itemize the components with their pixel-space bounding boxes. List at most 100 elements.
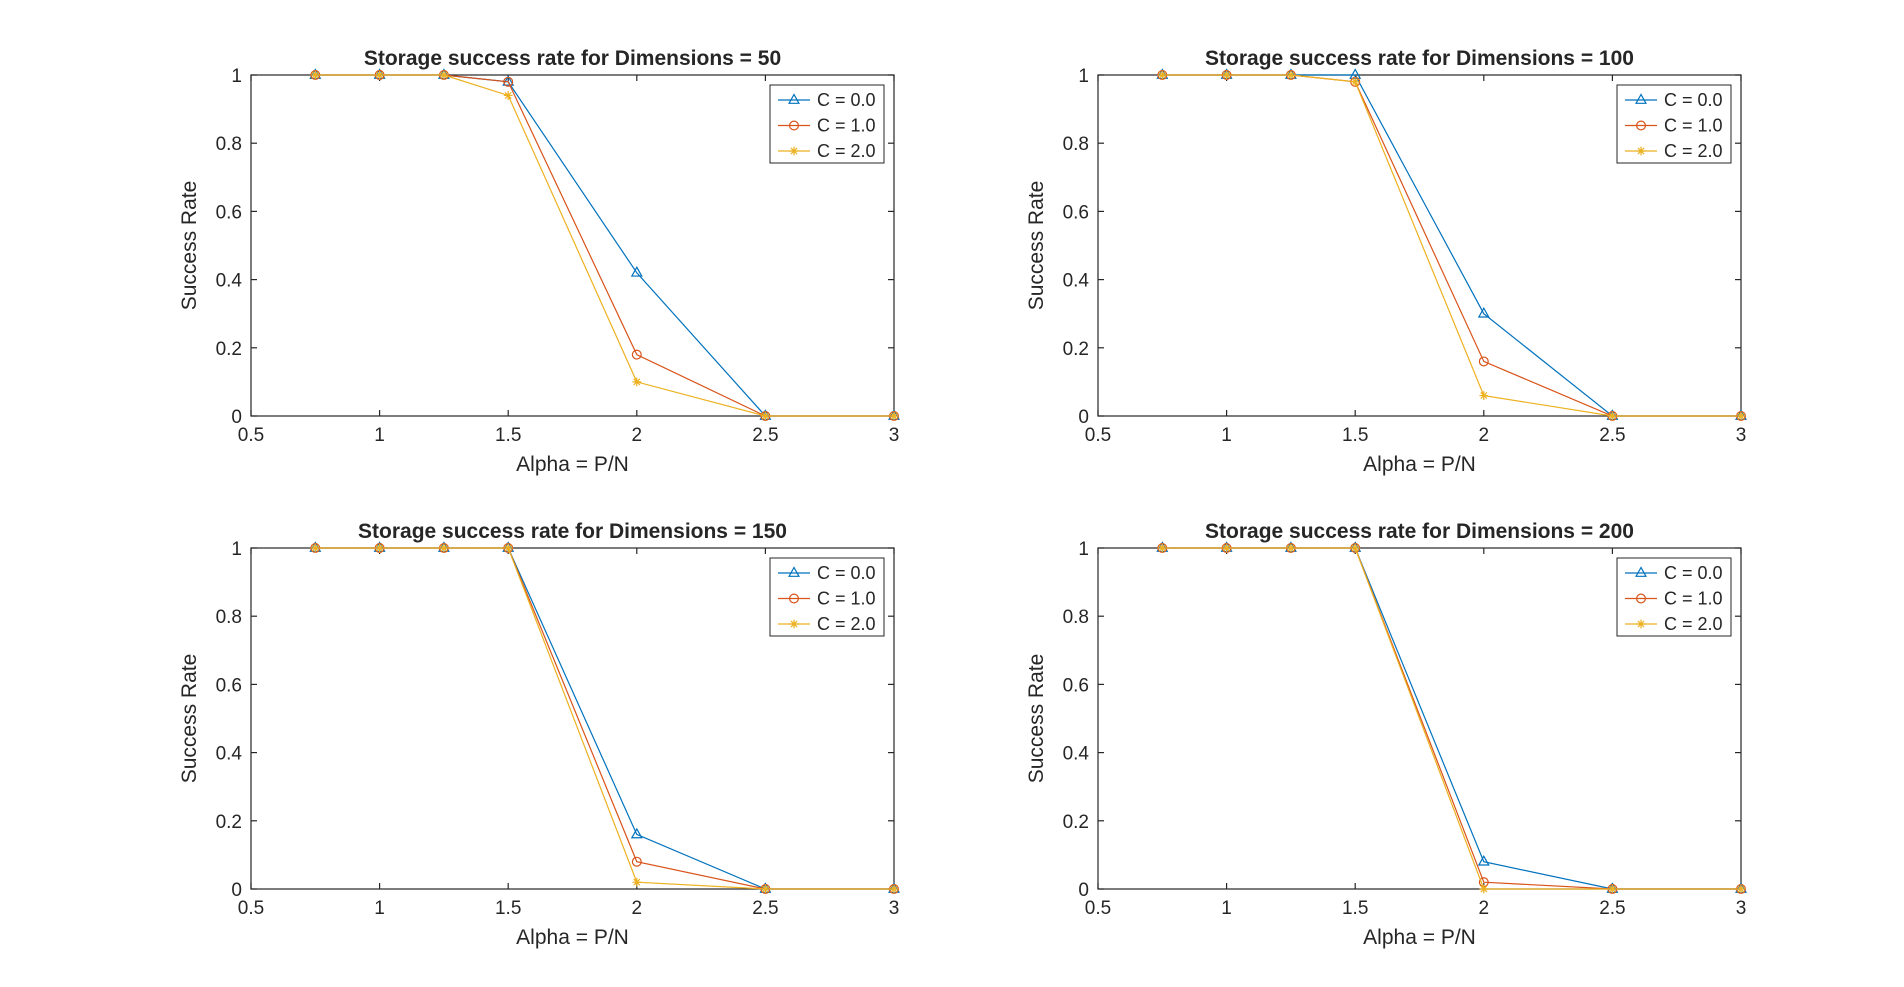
y-tick-label: 0.2: [1063, 339, 1089, 360]
legend-marker: [789, 146, 799, 156]
legend: C = 0.0 C = 1.0 C = 2.0: [1616, 84, 1732, 164]
legend-marker: [788, 120, 799, 131]
y-tick-label: 1: [1078, 539, 1089, 560]
legend-label: C = 0.0: [1664, 90, 1723, 110]
legend-label: C = 2.0: [1664, 614, 1723, 634]
x-tick-label: 1: [374, 425, 385, 446]
y-tick-label: 0.2: [216, 812, 242, 833]
x-tick-label: 1.5: [1342, 898, 1368, 919]
subplot-3: 0.5 1 1.5 2 2.5 3 0 0.2 0.4 0.6 0.8 1 Storage succes…: [178, 520, 900, 949]
chart-title: Storage success rate for Dimensions = 20…: [1205, 520, 1634, 543]
data-point: [1477, 854, 1490, 866]
data-point: [630, 266, 643, 277]
legend: C = 0.0 C = 1.0 C = 2.0: [769, 557, 885, 637]
y-tick-label: 0.6: [216, 675, 242, 696]
legend: C = 0.0 C = 1.0 C = 2.0: [1616, 557, 1732, 637]
data-point: [1608, 884, 1617, 894]
data-point: [631, 349, 642, 360]
data-point: [1479, 391, 1489, 400]
data-point: [1477, 306, 1490, 318]
data-point: [1736, 884, 1746, 894]
legend-marker: [788, 593, 799, 604]
legend-label: C = 2.0: [817, 614, 876, 634]
data-point: [1350, 543, 1360, 553]
legend-label: C = 0.0: [817, 563, 876, 583]
legend-label: C = 0.0: [817, 90, 876, 110]
y-tick-label: 0.4: [1063, 271, 1090, 292]
data-point: [1286, 543, 1296, 553]
x-tick-label: 0.5: [238, 425, 264, 446]
data-point: [630, 827, 643, 839]
x-tick-label: 1: [1221, 898, 1232, 919]
legend-label: C = 0.0: [1664, 563, 1723, 583]
y-tick-label: 0.2: [216, 339, 242, 360]
x-tick-label: 2: [632, 425, 643, 446]
chart-title: Storage success rate for Dimensions = 15…: [358, 520, 787, 543]
y-tick-label: 0.8: [216, 607, 242, 628]
y-tick-label: 0.8: [1063, 134, 1089, 155]
subplot-1: 0.5 1 1.5 2 2.5 3 0 0.2 0.4 0.6 0.8 1 Storage succes…: [178, 47, 900, 476]
data-point: [889, 411, 899, 421]
data-point: [632, 377, 642, 387]
legend-label: C = 2.0: [817, 141, 876, 161]
subplot-2: 0.5 1 1.5 2 2.5 3 0 0.2 0.4 0.6 0.8 1 Storage succes…: [1025, 47, 1747, 476]
data-point: [889, 884, 899, 894]
y-axis-label: Success Rate: [1025, 654, 1048, 784]
x-axis-label: Alpha = P/N: [1363, 453, 1476, 476]
data-point: [1608, 411, 1617, 421]
y-axis-label: Success Rate: [178, 181, 201, 311]
y-tick-label: 0.8: [216, 134, 242, 155]
y-tick-label: 1: [1078, 66, 1089, 87]
data-point: [503, 76, 514, 87]
data-point: [310, 70, 320, 80]
y-tick-label: 1: [231, 66, 242, 87]
x-tick-label: 1: [1221, 425, 1232, 446]
legend-box: [1616, 84, 1732, 164]
legend-marker: [1635, 93, 1647, 104]
legend-marker: [1635, 593, 1646, 604]
chart-title: Storage success rate for Dimensions = 10…: [1205, 47, 1634, 70]
y-tick-label: 0: [1078, 880, 1089, 901]
data-point: [1736, 411, 1746, 421]
data-point: [1157, 543, 1167, 553]
data-point: [375, 543, 384, 553]
y-tick-label: 0.4: [1063, 744, 1090, 765]
x-tick-label: 2: [632, 898, 643, 919]
x-tick-label: 1: [374, 898, 385, 919]
data-point: [1222, 70, 1231, 80]
data-point: [503, 91, 513, 100]
y-axis-label: Success Rate: [178, 654, 201, 784]
y-tick-label: 0.8: [1063, 607, 1089, 628]
data-point: [761, 884, 770, 894]
legend-label: C = 1.0: [817, 589, 876, 609]
y-tick-label: 0.6: [1063, 675, 1089, 696]
legend-marker: [788, 93, 800, 104]
x-tick-label: 2.5: [752, 898, 778, 919]
data-point: [439, 543, 449, 553]
y-tick-label: 0: [231, 407, 242, 428]
y-tick-label: 0.2: [1063, 812, 1089, 833]
x-tick-label: 1.5: [1342, 425, 1368, 446]
x-tick-label: 3: [889, 898, 900, 919]
x-tick-label: 3: [889, 425, 900, 446]
data-point: [632, 877, 642, 887]
legend-label: C = 1.0: [1664, 116, 1723, 136]
x-tick-label: 3: [1736, 425, 1747, 446]
x-tick-label: 0.5: [238, 898, 264, 919]
data-point: [310, 543, 320, 553]
data-point: [1350, 77, 1360, 87]
legend-marker: [1636, 146, 1646, 156]
x-tick-label: 2: [1479, 425, 1490, 446]
data-point: [502, 75, 515, 86]
data-point: [1478, 356, 1489, 367]
y-tick-label: 0.4: [216, 271, 243, 292]
data-point: [375, 70, 384, 80]
y-tick-label: 0.6: [1063, 202, 1089, 223]
x-tick-label: 0.5: [1085, 898, 1111, 919]
x-tick-label: 1.5: [495, 425, 521, 446]
y-tick-label: 0: [1078, 407, 1089, 428]
x-tick-label: 1.5: [495, 898, 521, 919]
x-tick-label: 0.5: [1085, 425, 1111, 446]
data-point: [761, 411, 770, 421]
